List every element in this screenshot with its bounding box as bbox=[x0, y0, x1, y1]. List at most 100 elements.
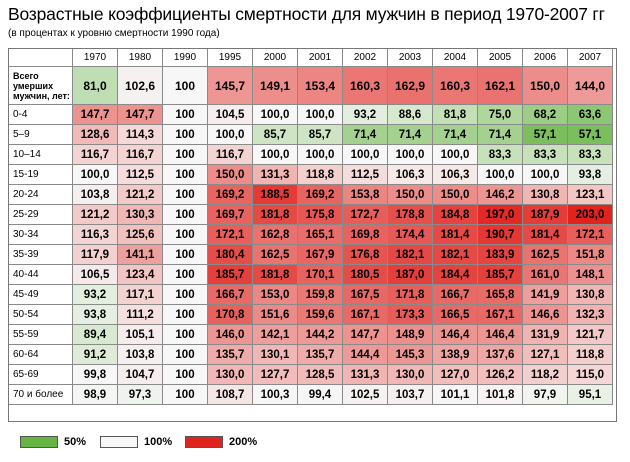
row-label: Всего умерших мужчин, лет: bbox=[9, 67, 73, 105]
heatmap-cell: 184,4 bbox=[433, 265, 478, 285]
row-label: 50-54 bbox=[9, 305, 73, 325]
legend-label-200: 200% bbox=[229, 436, 258, 448]
heatmap-cell: 102,5 bbox=[343, 385, 388, 405]
row-label: 10–14 bbox=[9, 145, 73, 165]
heatmap-cell: 111,2 bbox=[118, 305, 163, 325]
heatmap-cell: 99,8 bbox=[73, 365, 118, 385]
year-header: 2003 bbox=[388, 49, 433, 67]
row-label: 40-44 bbox=[9, 265, 73, 285]
heatmap-cell: 131,9 bbox=[523, 325, 568, 345]
heatmap-cell: 85,7 bbox=[253, 125, 298, 145]
heatmap-cell: 99,4 bbox=[298, 385, 343, 405]
heatmap-cell: 175,8 bbox=[298, 205, 343, 225]
heatmap-cell: 125,6 bbox=[118, 225, 163, 245]
heatmap-cell: 57,1 bbox=[523, 125, 568, 145]
heatmap-cell: 100,0 bbox=[388, 145, 433, 165]
chart-title: Возрастные коэффициенты смертности для м… bbox=[8, 4, 605, 24]
heatmap-cell: 130,8 bbox=[568, 285, 613, 305]
heatmap-cell: 185,7 bbox=[208, 265, 253, 285]
heatmap-cell: 102,6 bbox=[118, 67, 163, 105]
heatmap-cell: 146,0 bbox=[208, 325, 253, 345]
heatmap-cell: 142,1 bbox=[253, 325, 298, 345]
heatmap-cell: 83,3 bbox=[523, 145, 568, 165]
heatmap-cell: 181,8 bbox=[253, 205, 298, 225]
heatmap-cell: 106,3 bbox=[433, 165, 478, 185]
heatmap-cell: 141,9 bbox=[523, 285, 568, 305]
heatmap-cell: 130,8 bbox=[523, 185, 568, 205]
row-label: 55-59 bbox=[9, 325, 73, 345]
heatmap-cell: 106,3 bbox=[388, 165, 433, 185]
heatmap-cell: 151,8 bbox=[568, 245, 613, 265]
heatmap-cell: 100 bbox=[163, 105, 208, 125]
heatmap-cell: 172,1 bbox=[208, 225, 253, 245]
heatmap-cell: 169,8 bbox=[343, 225, 388, 245]
legend-swatch-50 bbox=[20, 436, 58, 448]
heatmap-cell: 187,0 bbox=[388, 265, 433, 285]
heatmap-cell: 185,7 bbox=[478, 265, 523, 285]
heatmap-cell: 123,1 bbox=[568, 185, 613, 205]
year-header: 1980 bbox=[118, 49, 163, 67]
heatmap-cell: 104,5 bbox=[208, 105, 253, 125]
heatmap-cell: 118,8 bbox=[298, 165, 343, 185]
heatmap-cell: 161,0 bbox=[523, 265, 568, 285]
heatmap-cell: 182,1 bbox=[388, 245, 433, 265]
heatmap-cell: 172,7 bbox=[343, 205, 388, 225]
heatmap-cell: 188,5 bbox=[253, 185, 298, 205]
heatmap-cell: 167,9 bbox=[298, 245, 343, 265]
heatmap-cell: 117,9 bbox=[73, 245, 118, 265]
table-corner bbox=[9, 49, 73, 67]
heatmap-cell: 153,8 bbox=[343, 185, 388, 205]
heatmap-cell: 180,5 bbox=[343, 265, 388, 285]
heatmap-cell: 145,7 bbox=[208, 67, 253, 105]
year-header: 1970 bbox=[73, 49, 118, 67]
heatmap-cell: 100 bbox=[163, 205, 208, 225]
heatmap-cell: 100 bbox=[163, 285, 208, 305]
heatmap-cell: 130,3 bbox=[118, 205, 163, 225]
year-header: 2004 bbox=[433, 49, 478, 67]
heatmap-cell: 160,3 bbox=[343, 67, 388, 105]
heatmap-cell: 93,8 bbox=[73, 305, 118, 325]
heatmap-cell: 153,0 bbox=[253, 285, 298, 305]
heatmap-cell: 171,8 bbox=[388, 285, 433, 305]
heatmap-cell: 151,6 bbox=[253, 305, 298, 325]
heatmap-cell: 104,7 bbox=[118, 365, 163, 385]
heatmap-cell: 149,1 bbox=[253, 67, 298, 105]
heatmap-cell: 166,5 bbox=[433, 305, 478, 325]
heatmap-cell: 68,2 bbox=[523, 105, 568, 125]
heatmap-cell: 98,9 bbox=[73, 385, 118, 405]
heatmap-cell: 165,8 bbox=[478, 285, 523, 305]
heatmap-cell: 160,3 bbox=[433, 67, 478, 105]
row-label: 35-39 bbox=[9, 245, 73, 265]
heatmap-cell: 100 bbox=[163, 185, 208, 205]
heatmap-cell: 63,6 bbox=[568, 105, 613, 125]
heatmap-cell: 162,1 bbox=[478, 67, 523, 105]
heatmap-cell: 121,7 bbox=[568, 325, 613, 345]
heatmap-cell: 116,7 bbox=[73, 145, 118, 165]
heatmap-cell: 114,3 bbox=[118, 125, 163, 145]
heatmap-cell: 176,8 bbox=[343, 245, 388, 265]
row-label: 0-4 bbox=[9, 105, 73, 125]
heatmap-cell: 117,1 bbox=[118, 285, 163, 305]
year-header: 2001 bbox=[298, 49, 343, 67]
heatmap-cell: 150,0 bbox=[208, 165, 253, 185]
heatmap-cell: 100,0 bbox=[298, 105, 343, 125]
heatmap-cell: 88,6 bbox=[388, 105, 433, 125]
heatmap-cell: 100,0 bbox=[73, 165, 118, 185]
heatmap-cell: 83,3 bbox=[568, 145, 613, 165]
heatmap-cell: 93,8 bbox=[568, 165, 613, 185]
heatmap-cell: 150,0 bbox=[433, 185, 478, 205]
heatmap-cell: 181,4 bbox=[433, 225, 478, 245]
heatmap-cell: 71,4 bbox=[343, 125, 388, 145]
heatmap-cell: 116,7 bbox=[208, 145, 253, 165]
heatmap-cell: 71,4 bbox=[388, 125, 433, 145]
heatmap-cell: 178,8 bbox=[388, 205, 433, 225]
heatmap-cell: 100,0 bbox=[253, 105, 298, 125]
heatmap-cell: 147,7 bbox=[73, 105, 118, 125]
heatmap-cell: 145,3 bbox=[388, 345, 433, 365]
heatmap-cell: 128,5 bbox=[298, 365, 343, 385]
heatmap-cell: 118,2 bbox=[523, 365, 568, 385]
heatmap-cell: 130,0 bbox=[208, 365, 253, 385]
heatmap-cell: 127,1 bbox=[523, 345, 568, 365]
heatmap-cell: 100 bbox=[163, 385, 208, 405]
heatmap-cell: 100,0 bbox=[523, 165, 568, 185]
